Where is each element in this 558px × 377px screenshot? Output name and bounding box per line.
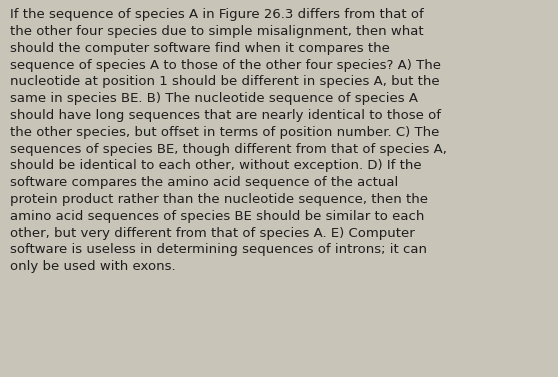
Text: If the sequence of species A in Figure 26.3 differs from that of
the other four : If the sequence of species A in Figure 2… [10, 8, 447, 273]
